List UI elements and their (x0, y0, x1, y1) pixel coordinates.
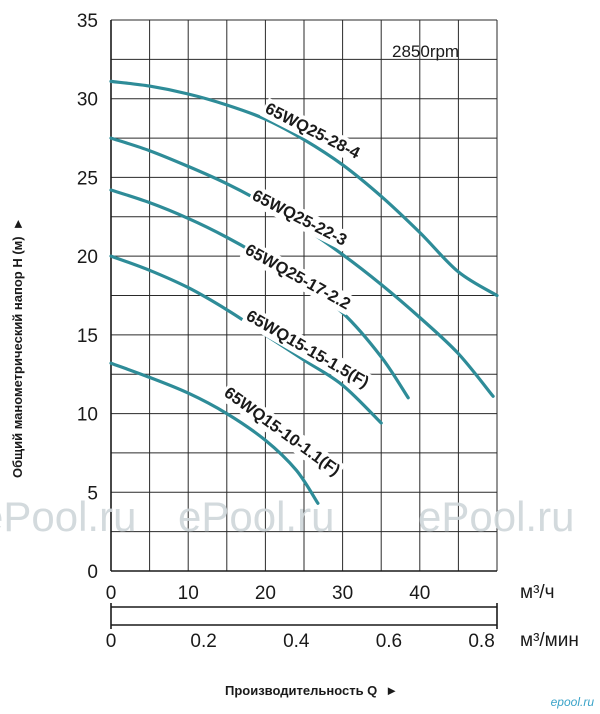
x2-tick-label: 0.6 (376, 631, 402, 652)
curve-label-background (259, 97, 366, 165)
curve-label-background (240, 305, 375, 394)
watermark: ePool.ru (0, 493, 136, 540)
speed-annotation: 2850rpm (392, 42, 459, 61)
x-unit-secondary: м³/мин (520, 630, 579, 651)
x-tick-label: 0 (106, 583, 117, 604)
watermark: ePool.ru (418, 493, 574, 540)
y-tick-label: 0 (87, 562, 98, 583)
curve-label-group: 65WQ25-22-3 (246, 184, 352, 252)
x-tick-label: 40 (409, 583, 430, 604)
x-axis-label: Производительность Q ► (225, 683, 398, 698)
curve-label: 65WQ25-28-4 (262, 100, 363, 163)
x-unit-primary: м³/ч (520, 582, 555, 603)
curve-label: 65WQ25-22-3 (249, 187, 350, 250)
grid (110, 19, 498, 572)
y-axis-label: Общий манометрический напор H (м)► (10, 218, 25, 479)
watermarks: ePool.ru ePool.ru ePool.ru epool.ru (0, 493, 594, 709)
x2-tick-label: 0.8 (468, 631, 494, 652)
watermark-small: epool.ru (551, 695, 595, 709)
x-tick-label: 30 (332, 583, 353, 604)
x2-tick-label: 0 (106, 631, 117, 652)
curve-label-background (239, 238, 356, 316)
curve-label-group: 65WQ15-10-1.1(F) (218, 381, 346, 482)
curve-3 (109, 188, 410, 400)
tick-labels: 0 5 10 15 20 25 30 35 0 10 20 30 40 0 0.2 0.4 0.6 0.8 (77, 11, 495, 652)
curve-label-background (246, 184, 352, 252)
curve-label: 65WQ15-10-1.1(F) (221, 384, 344, 480)
y-tick-label: 20 (77, 247, 98, 268)
curve-label-group: 65WQ15-15-1.5(F) (240, 305, 375, 394)
y-axis-arrow-icon: ► (10, 218, 25, 231)
x-axis-arrow-icon: ► (385, 683, 398, 698)
watermark: ePool.ru (178, 493, 334, 540)
y-tick-label: 35 (77, 11, 98, 32)
curve-label-group: 65WQ25-28-4 (259, 97, 366, 165)
curve-label-background (218, 381, 346, 482)
x2-tick-label: 0.4 (283, 631, 310, 652)
y-tick-label: 30 (77, 90, 98, 111)
curve-5 (109, 361, 320, 505)
x-tick-label: 10 (178, 583, 199, 604)
x2-tick-label: 0.2 (190, 631, 216, 652)
y-tick-label: 25 (77, 168, 98, 189)
curve-label: 65WQ15-15-1.5(F) (243, 307, 372, 392)
x-tick-label: 20 (255, 583, 276, 604)
y-tick-label: 15 (77, 326, 98, 347)
curve-1 (109, 79, 499, 298)
axes (110, 20, 498, 629)
y-tick-label: 5 (87, 483, 98, 504)
y-tick-label: 10 (77, 405, 98, 426)
